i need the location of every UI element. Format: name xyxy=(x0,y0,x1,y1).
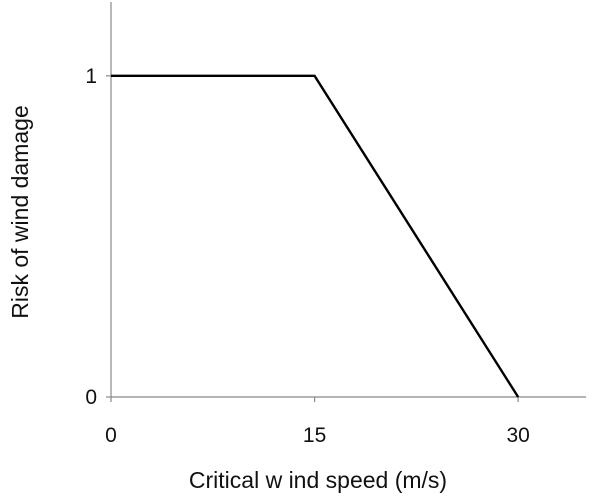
y-ticks: 01 xyxy=(85,65,111,409)
axes xyxy=(110,2,586,398)
x-tick-label: 0 xyxy=(105,424,117,447)
y-axis-title: Risk of wind damage xyxy=(7,105,33,319)
y-tick-label: 0 xyxy=(85,386,97,409)
x-axis-title: Critical w ind speed (m/s) xyxy=(189,467,447,493)
x-tick-label: 15 xyxy=(303,424,326,447)
x-tick-label: 30 xyxy=(506,424,529,447)
x-ticks: 0 15 30 xyxy=(105,397,530,447)
series xyxy=(111,74,520,398)
series-line xyxy=(111,74,520,398)
y-tick-label: 1 xyxy=(85,65,97,88)
